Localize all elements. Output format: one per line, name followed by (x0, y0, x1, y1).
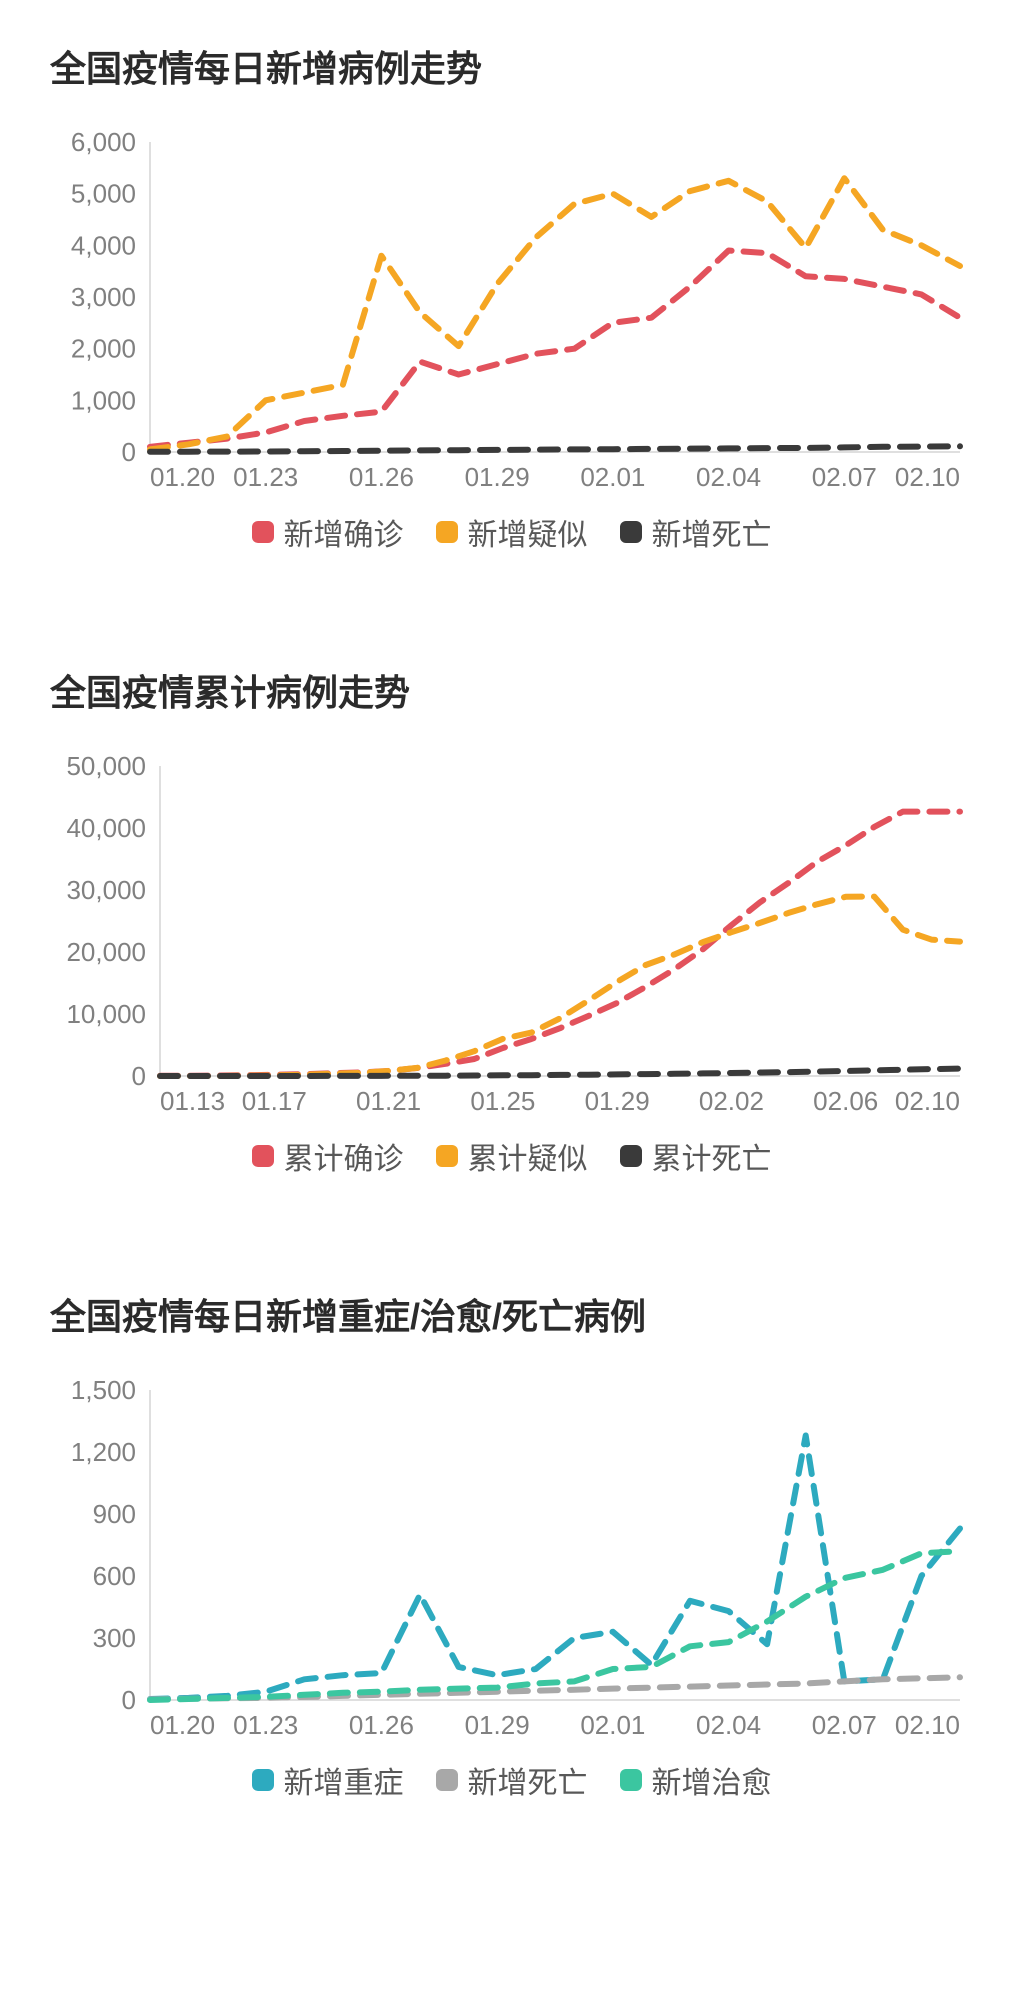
y-tick-label: 2,000 (71, 334, 136, 364)
x-tick-label: 01.29 (465, 462, 530, 492)
legend-label: 新增重症 (284, 1758, 404, 1802)
x-tick-label: 02.01 (580, 462, 645, 492)
x-tick-label: 02.07 (812, 1710, 877, 1740)
y-tick-label: 6,000 (71, 132, 136, 157)
x-tick-label: 01.25 (470, 1086, 535, 1116)
legend-item: 新增死亡 (620, 510, 772, 554)
y-tick-label: 4,000 (71, 230, 136, 260)
legend-swatch (436, 521, 458, 543)
legend-swatch (620, 1769, 642, 1791)
chart-cumulative: 全国疫情累计病例走势 0 10,000 20,000 30,000 40,000 50,00… (50, 664, 973, 1178)
x-tick-label: 01.26 (349, 462, 414, 492)
x-tick-label: 01.23 (233, 462, 298, 492)
y-tick-label: 10,000 (66, 999, 146, 1029)
x-tick-label: 02.04 (696, 1710, 761, 1740)
y-tick-label: 50,000 (66, 756, 146, 781)
x-tick-label: 01.17 (242, 1086, 307, 1116)
legend-label: 累计死亡 (652, 1134, 772, 1178)
chart-svg: 0 1,000 2,000 3,000 4,000 5,000 6,000 01.20 01.2… (50, 132, 970, 492)
chart-title: 全国疫情每日新增病例走势 (50, 40, 973, 92)
legend-item: 累计死亡 (620, 1134, 772, 1178)
y-tick-label: 30,000 (66, 875, 146, 905)
legend-label: 新增确诊 (284, 510, 404, 554)
legend-label: 新增疑似 (468, 510, 588, 554)
legend-item: 新增治愈 (620, 1758, 772, 1802)
series-line (150, 1551, 960, 1700)
y-tick-label: 300 (93, 1623, 136, 1653)
y-tick-label: 0 (122, 437, 136, 467)
x-tick-label: 02.01 (580, 1710, 645, 1740)
plot-area: 0 1,000 2,000 3,000 4,000 5,000 6,000 01.20 01.2… (50, 132, 973, 492)
chart-svg: 0 300 600 900 1,200 1,500 01.20 01.23 01.26 01.29… (50, 1380, 970, 1740)
series-line (150, 1436, 960, 1700)
chart-daily-severe: 全国疫情每日新增重症/治愈/死亡病例 0 300 600 900 1,200 1,500 01… (50, 1288, 973, 1802)
y-tick-label: 40,000 (66, 813, 146, 843)
legend-label: 新增死亡 (652, 510, 772, 554)
legend-item: 累计疑似 (436, 1134, 588, 1178)
x-tick-label: 02.10 (895, 1086, 960, 1116)
legend-item: 新增疑似 (436, 510, 588, 554)
legend-label: 新增死亡 (468, 1758, 588, 1802)
x-tick-label: 01.29 (585, 1086, 650, 1116)
legend-item: 新增重症 (252, 1758, 404, 1802)
series-line (150, 446, 960, 452)
x-tick-label: 01.23 (233, 1710, 298, 1740)
legend-label: 累计确诊 (284, 1134, 404, 1178)
legend-swatch (252, 1145, 274, 1167)
y-tick-label: 1,500 (71, 1380, 136, 1405)
y-tick-label: 1,200 (71, 1437, 136, 1467)
legend-item: 新增死亡 (436, 1758, 588, 1802)
x-tick-label: 02.07 (812, 462, 877, 492)
x-tick-label: 02.06 (813, 1086, 878, 1116)
plot-area: 0 300 600 900 1,200 1,500 01.20 01.23 01.26 01.29… (50, 1380, 973, 1740)
series-line (160, 897, 960, 1076)
series-line (150, 251, 960, 447)
x-tick-label: 02.10 (895, 462, 960, 492)
legend-swatch (436, 1769, 458, 1791)
chart-svg: 0 10,000 20,000 30,000 40,000 50,000 01.13 01.1… (50, 756, 970, 1116)
legend: 新增重症 新增死亡 新增治愈 (50, 1758, 973, 1802)
legend-swatch (252, 1769, 274, 1791)
series-line (150, 178, 960, 449)
legend-label: 累计疑似 (468, 1134, 588, 1178)
legend: 新增确诊 新增疑似 新增死亡 (50, 510, 973, 554)
plot-area: 0 10,000 20,000 30,000 40,000 50,000 01.13 01.1… (50, 756, 973, 1116)
legend-swatch (252, 521, 274, 543)
y-tick-label: 20,000 (66, 937, 146, 967)
x-tick-label: 02.10 (895, 1710, 960, 1740)
legend: 累计确诊 累计疑似 累计死亡 (50, 1134, 973, 1178)
y-tick-label: 600 (93, 1561, 136, 1591)
x-tick-label: 01.26 (349, 1710, 414, 1740)
y-tick-label: 1,000 (71, 385, 136, 415)
chart-daily-new: 全国疫情每日新增病例走势 0 1,000 2,000 3,000 4,000 5,000 6,… (50, 40, 973, 554)
y-tick-label: 3,000 (71, 282, 136, 312)
chart-title: 全国疫情累计病例走势 (50, 664, 973, 716)
legend-item: 新增确诊 (252, 510, 404, 554)
y-tick-label: 5,000 (71, 179, 136, 209)
y-tick-label: 0 (122, 1685, 136, 1715)
x-tick-label: 02.04 (696, 462, 761, 492)
legend-swatch (620, 1145, 642, 1167)
legend-label: 新增治愈 (652, 1758, 772, 1802)
x-tick-label: 01.13 (160, 1086, 225, 1116)
chart-title: 全国疫情每日新增重症/治愈/死亡病例 (50, 1288, 973, 1340)
series-line (160, 812, 960, 1076)
x-tick-label: 02.02 (699, 1086, 764, 1116)
legend-swatch (436, 1145, 458, 1167)
x-tick-label: 01.21 (356, 1086, 421, 1116)
x-tick-label: 01.20 (150, 462, 215, 492)
legend-swatch (620, 521, 642, 543)
y-tick-label: 0 (132, 1061, 146, 1091)
legend-item: 累计确诊 (252, 1134, 404, 1178)
x-tick-label: 01.20 (150, 1710, 215, 1740)
x-tick-label: 01.29 (465, 1710, 530, 1740)
y-tick-label: 900 (93, 1499, 136, 1529)
